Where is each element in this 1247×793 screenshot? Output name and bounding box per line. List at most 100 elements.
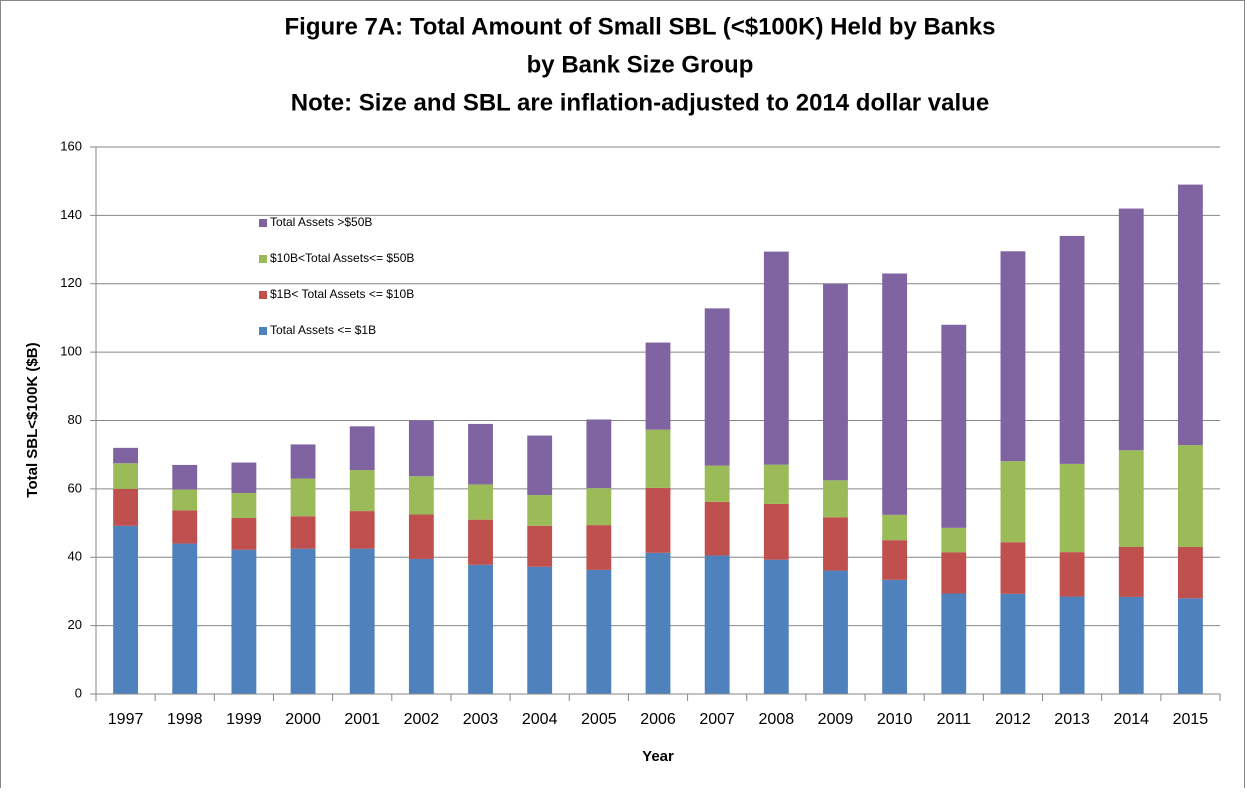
- bar-segment: [763, 503, 789, 560]
- bar-segment: [823, 517, 848, 571]
- bar-segment: [1000, 461, 1026, 543]
- x-tick-label: 2010: [877, 711, 913, 728]
- y-tick-label: 100: [60, 344, 82, 359]
- legend-swatch: [259, 219, 267, 227]
- bar-segment: [704, 465, 730, 502]
- bar-segment: [113, 525, 139, 694]
- bar-segment: [1118, 208, 1144, 451]
- chart-title: Figure 7A: Total Amount of Small SBL (<$…: [284, 13, 995, 40]
- y-tick-label: 140: [60, 207, 82, 222]
- bar-segment: [290, 444, 316, 479]
- x-tick-label: 2011: [937, 711, 972, 728]
- bar-segment: [882, 273, 908, 515]
- x-tick-label: 1997: [108, 711, 144, 728]
- bar-segment: [586, 488, 612, 526]
- legend-label: Total Assets >$50B: [270, 215, 372, 229]
- x-tick-label: 2007: [699, 711, 735, 728]
- bar-segment: [527, 566, 553, 694]
- bar-segment: [349, 548, 375, 694]
- bar-segment: [1059, 463, 1085, 553]
- bar-segment: [1059, 596, 1085, 694]
- bar-segment: [704, 555, 730, 694]
- bar-segment: [231, 492, 257, 518]
- bar-segment: [349, 511, 375, 549]
- bar-segment: [1000, 542, 1026, 594]
- bar-segment: [113, 463, 139, 489]
- bar-segment: [231, 549, 257, 694]
- bar-segment: [941, 593, 967, 694]
- bar-segment: [349, 426, 375, 471]
- bar-segment: [1000, 251, 1026, 462]
- x-tick-label: 2008: [759, 711, 795, 728]
- y-tick-label: 40: [68, 549, 82, 564]
- bar-segment: [763, 559, 789, 694]
- x-tick-label: 2002: [404, 711, 440, 728]
- bar-segment: [172, 510, 198, 544]
- bar-segment: [704, 501, 730, 556]
- x-tick-label: 2013: [1054, 711, 1090, 728]
- legend-label: $10B<Total Assets<= $50B: [270, 251, 414, 265]
- bar-segment: [408, 420, 434, 477]
- bar-segment: [941, 527, 967, 553]
- bar-segment: [1118, 546, 1144, 597]
- bar-segment: [113, 488, 139, 526]
- x-axis-label: Year: [642, 748, 674, 765]
- bar-segment: [941, 552, 967, 594]
- bar-segment: [645, 487, 671, 553]
- y-tick-label: 20: [68, 617, 82, 632]
- bar-segment: [645, 342, 671, 430]
- bar-segment: [290, 516, 316, 549]
- x-tick-label: 2012: [995, 711, 1031, 728]
- bar-segment: [1000, 593, 1026, 694]
- bar-segment: [823, 570, 848, 694]
- bar-segment: [586, 525, 612, 570]
- bar-segment: [408, 514, 434, 559]
- bar-segment: [408, 558, 434, 694]
- x-tick-label: 2005: [581, 711, 617, 728]
- bar-segment: [290, 478, 316, 517]
- legend-swatch: [259, 255, 267, 263]
- bar-segment: [704, 308, 730, 466]
- bar-segment: [1177, 184, 1203, 446]
- x-tick-label: 1999: [226, 711, 262, 728]
- bar-segment: [527, 525, 553, 567]
- x-tick-label: 2015: [1173, 711, 1209, 728]
- x-tick-label: 2003: [463, 711, 499, 728]
- y-tick-label: 80: [68, 412, 82, 427]
- bar-segment: [645, 552, 671, 694]
- bar-segment: [823, 480, 848, 518]
- bar-segment: [763, 464, 789, 504]
- bar-segment: [882, 540, 908, 580]
- bar-segment: [468, 484, 493, 520]
- bar-segment: [231, 462, 257, 493]
- bar-segment: [468, 423, 493, 485]
- bar-segment: [645, 429, 671, 488]
- bar-segment: [1059, 235, 1085, 464]
- legend-swatch: [259, 327, 267, 335]
- bar-segment: [349, 470, 375, 512]
- bar-segment: [172, 543, 198, 694]
- bar-segment: [1177, 546, 1203, 599]
- bar-segment: [290, 548, 316, 694]
- bar-segment: [1059, 552, 1085, 597]
- bar-segment: [468, 564, 493, 694]
- chart-title: by Bank Size Group: [527, 51, 754, 78]
- x-tick-label: 2014: [1113, 711, 1149, 728]
- bar-segment: [468, 519, 493, 565]
- bar-segment: [1118, 450, 1144, 547]
- bar-segment: [1177, 445, 1203, 547]
- bar-segment: [231, 517, 257, 550]
- bar-segment: [527, 435, 553, 496]
- bar-segment: [882, 514, 908, 541]
- bar-segment: [823, 283, 848, 481]
- bar-segment: [1177, 598, 1203, 694]
- legend-label: $1B< Total Assets <= $10B: [270, 287, 414, 301]
- bar-segment: [763, 251, 789, 465]
- bar-segment: [586, 569, 612, 694]
- bar-segment: [882, 579, 908, 694]
- bar-segment: [172, 464, 198, 490]
- x-tick-label: 2006: [640, 711, 676, 728]
